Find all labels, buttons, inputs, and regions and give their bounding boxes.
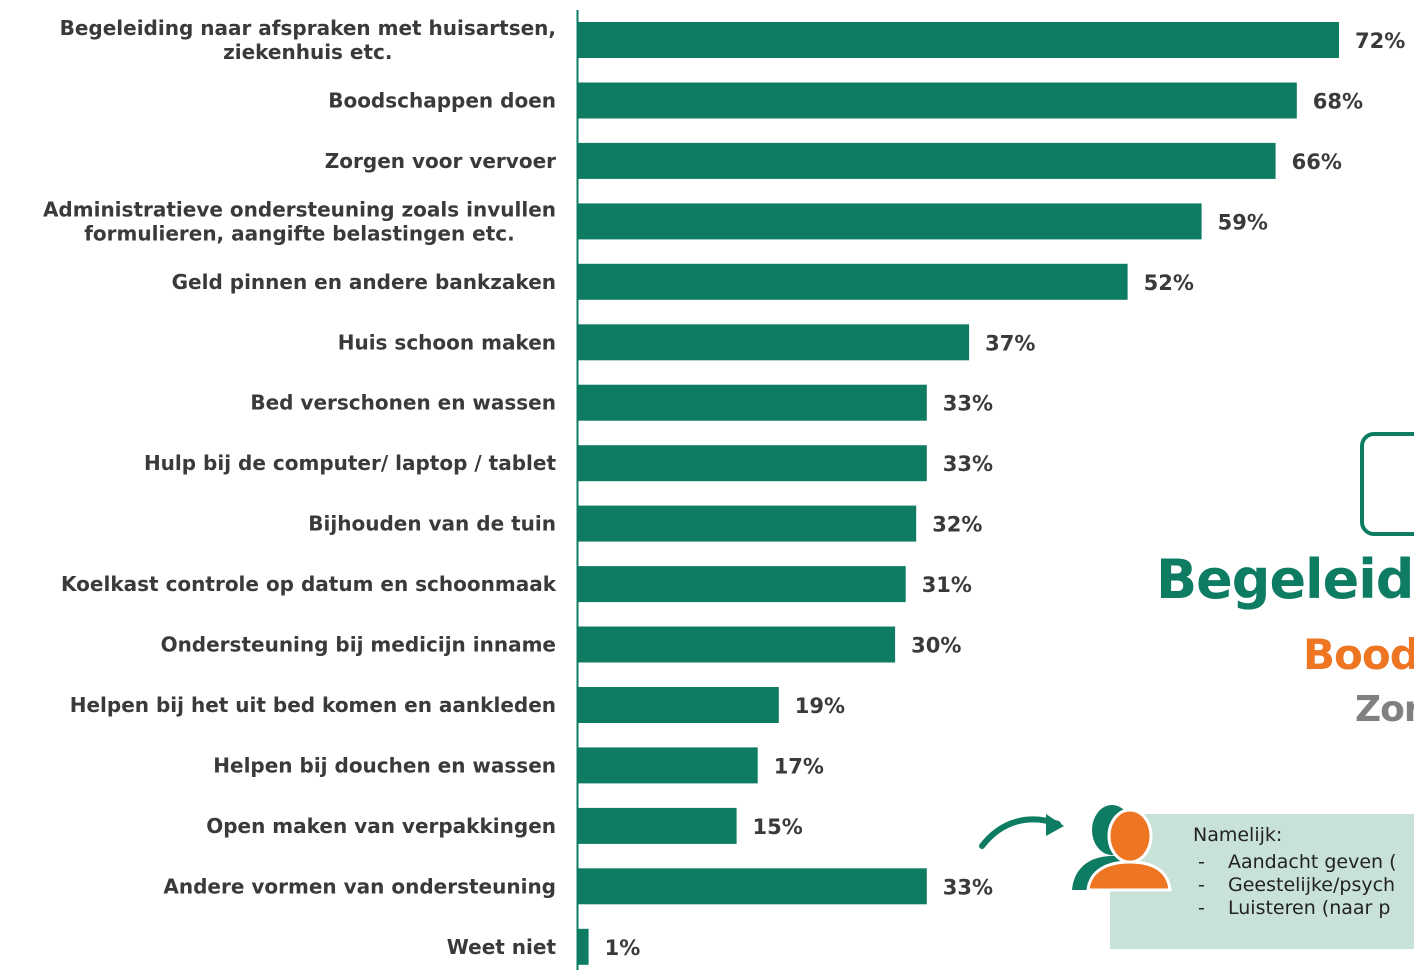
value-label: 52% <box>1144 271 1194 295</box>
value-label: 1% <box>605 936 641 960</box>
headline-green: Begeleidi <box>1156 548 1414 611</box>
bar <box>578 445 927 482</box>
bar <box>578 566 906 603</box>
category-label: formulieren, aangifte belastingen etc. <box>84 221 515 245</box>
value-label: 33% <box>943 392 993 416</box>
note-item: Luisteren (naar p <box>1228 897 1391 919</box>
value-label: 30% <box>911 634 961 658</box>
bar <box>578 142 1276 179</box>
bar <box>578 384 927 421</box>
bar <box>578 747 758 784</box>
value-label: 59% <box>1218 210 1268 234</box>
note-item: Geestelijke/psych <box>1228 874 1396 896</box>
value-label: 66% <box>1292 150 1342 174</box>
value-label: 32% <box>932 513 982 537</box>
category-label: Geld pinnen en andere bankzaken <box>172 270 556 294</box>
category-label: ziekenhuis etc. <box>223 40 392 64</box>
highlight-frame <box>1360 432 1414 536</box>
value-labels-layer: 72% 68% 66% 59% 52% 37% 33% 33% 32% 31% 30% 19% 17% 1… <box>605 29 1406 960</box>
value-label: 68% <box>1313 90 1363 114</box>
category-label: Weet niet <box>447 935 557 959</box>
category-label: Open maken van verpakkingen <box>206 814 556 838</box>
bar <box>578 263 1128 300</box>
category-label: Ondersteuning bij medicijn inname <box>161 633 556 657</box>
value-label: 15% <box>753 815 803 839</box>
bar <box>578 22 1339 58</box>
note-item: Aandacht geven ( <box>1228 851 1397 873</box>
value-label: 37% <box>985 331 1035 355</box>
category-label: Zorgen voor vervoer <box>325 149 556 173</box>
curved-arrow-icon <box>979 814 1064 849</box>
value-label: 31% <box>922 573 972 597</box>
value-label: 72% <box>1355 29 1405 53</box>
bar <box>578 868 927 905</box>
category-label: Hulp bij de computer/ laptop / tablet <box>144 451 557 475</box>
category-label: Huis schoon maken <box>338 330 556 354</box>
bar <box>578 928 589 965</box>
bar <box>578 82 1297 119</box>
category-label: Koelkast controle op datum en schoonmaak <box>61 572 557 596</box>
headline-grey: Zor <box>1355 689 1414 730</box>
bar <box>578 324 970 361</box>
category-label: Andere vormen van ondersteuning <box>163 874 556 898</box>
bar <box>578 505 917 542</box>
bar <box>578 687 779 723</box>
value-label: 33% <box>943 452 993 476</box>
category-label: Bijhouden van de tuin <box>308 512 556 536</box>
value-label: 19% <box>795 694 845 718</box>
category-label: Administratieve ondersteuning zoals invu… <box>43 197 556 221</box>
value-label: 17% <box>774 754 824 778</box>
category-label: Bed verschonen en wassen <box>250 391 556 415</box>
value-label: 33% <box>943 875 993 899</box>
bars-layer <box>578 22 1339 965</box>
category-label: Boodschappen doen <box>328 89 556 113</box>
category-label: Helpen bij douchen en wassen <box>213 753 556 777</box>
category-label: Helpen bij het uit bed komen en aanklede… <box>70 693 556 717</box>
note-bullet: - <box>1198 874 1205 896</box>
category-label: Begeleiding naar afspraken met huisartse… <box>60 16 556 40</box>
note-bullet: - <box>1198 851 1205 873</box>
category-labels-layer: Begeleiding naar afspraken met huisartse… <box>43 16 557 959</box>
bar <box>578 626 896 663</box>
note-heading: Namelijk: <box>1193 824 1283 846</box>
people-icon <box>1072 805 1172 892</box>
note-bullet: - <box>1198 897 1205 919</box>
bar <box>578 203 1202 240</box>
headline-orange: Bood <box>1303 630 1414 679</box>
bar <box>578 807 737 844</box>
